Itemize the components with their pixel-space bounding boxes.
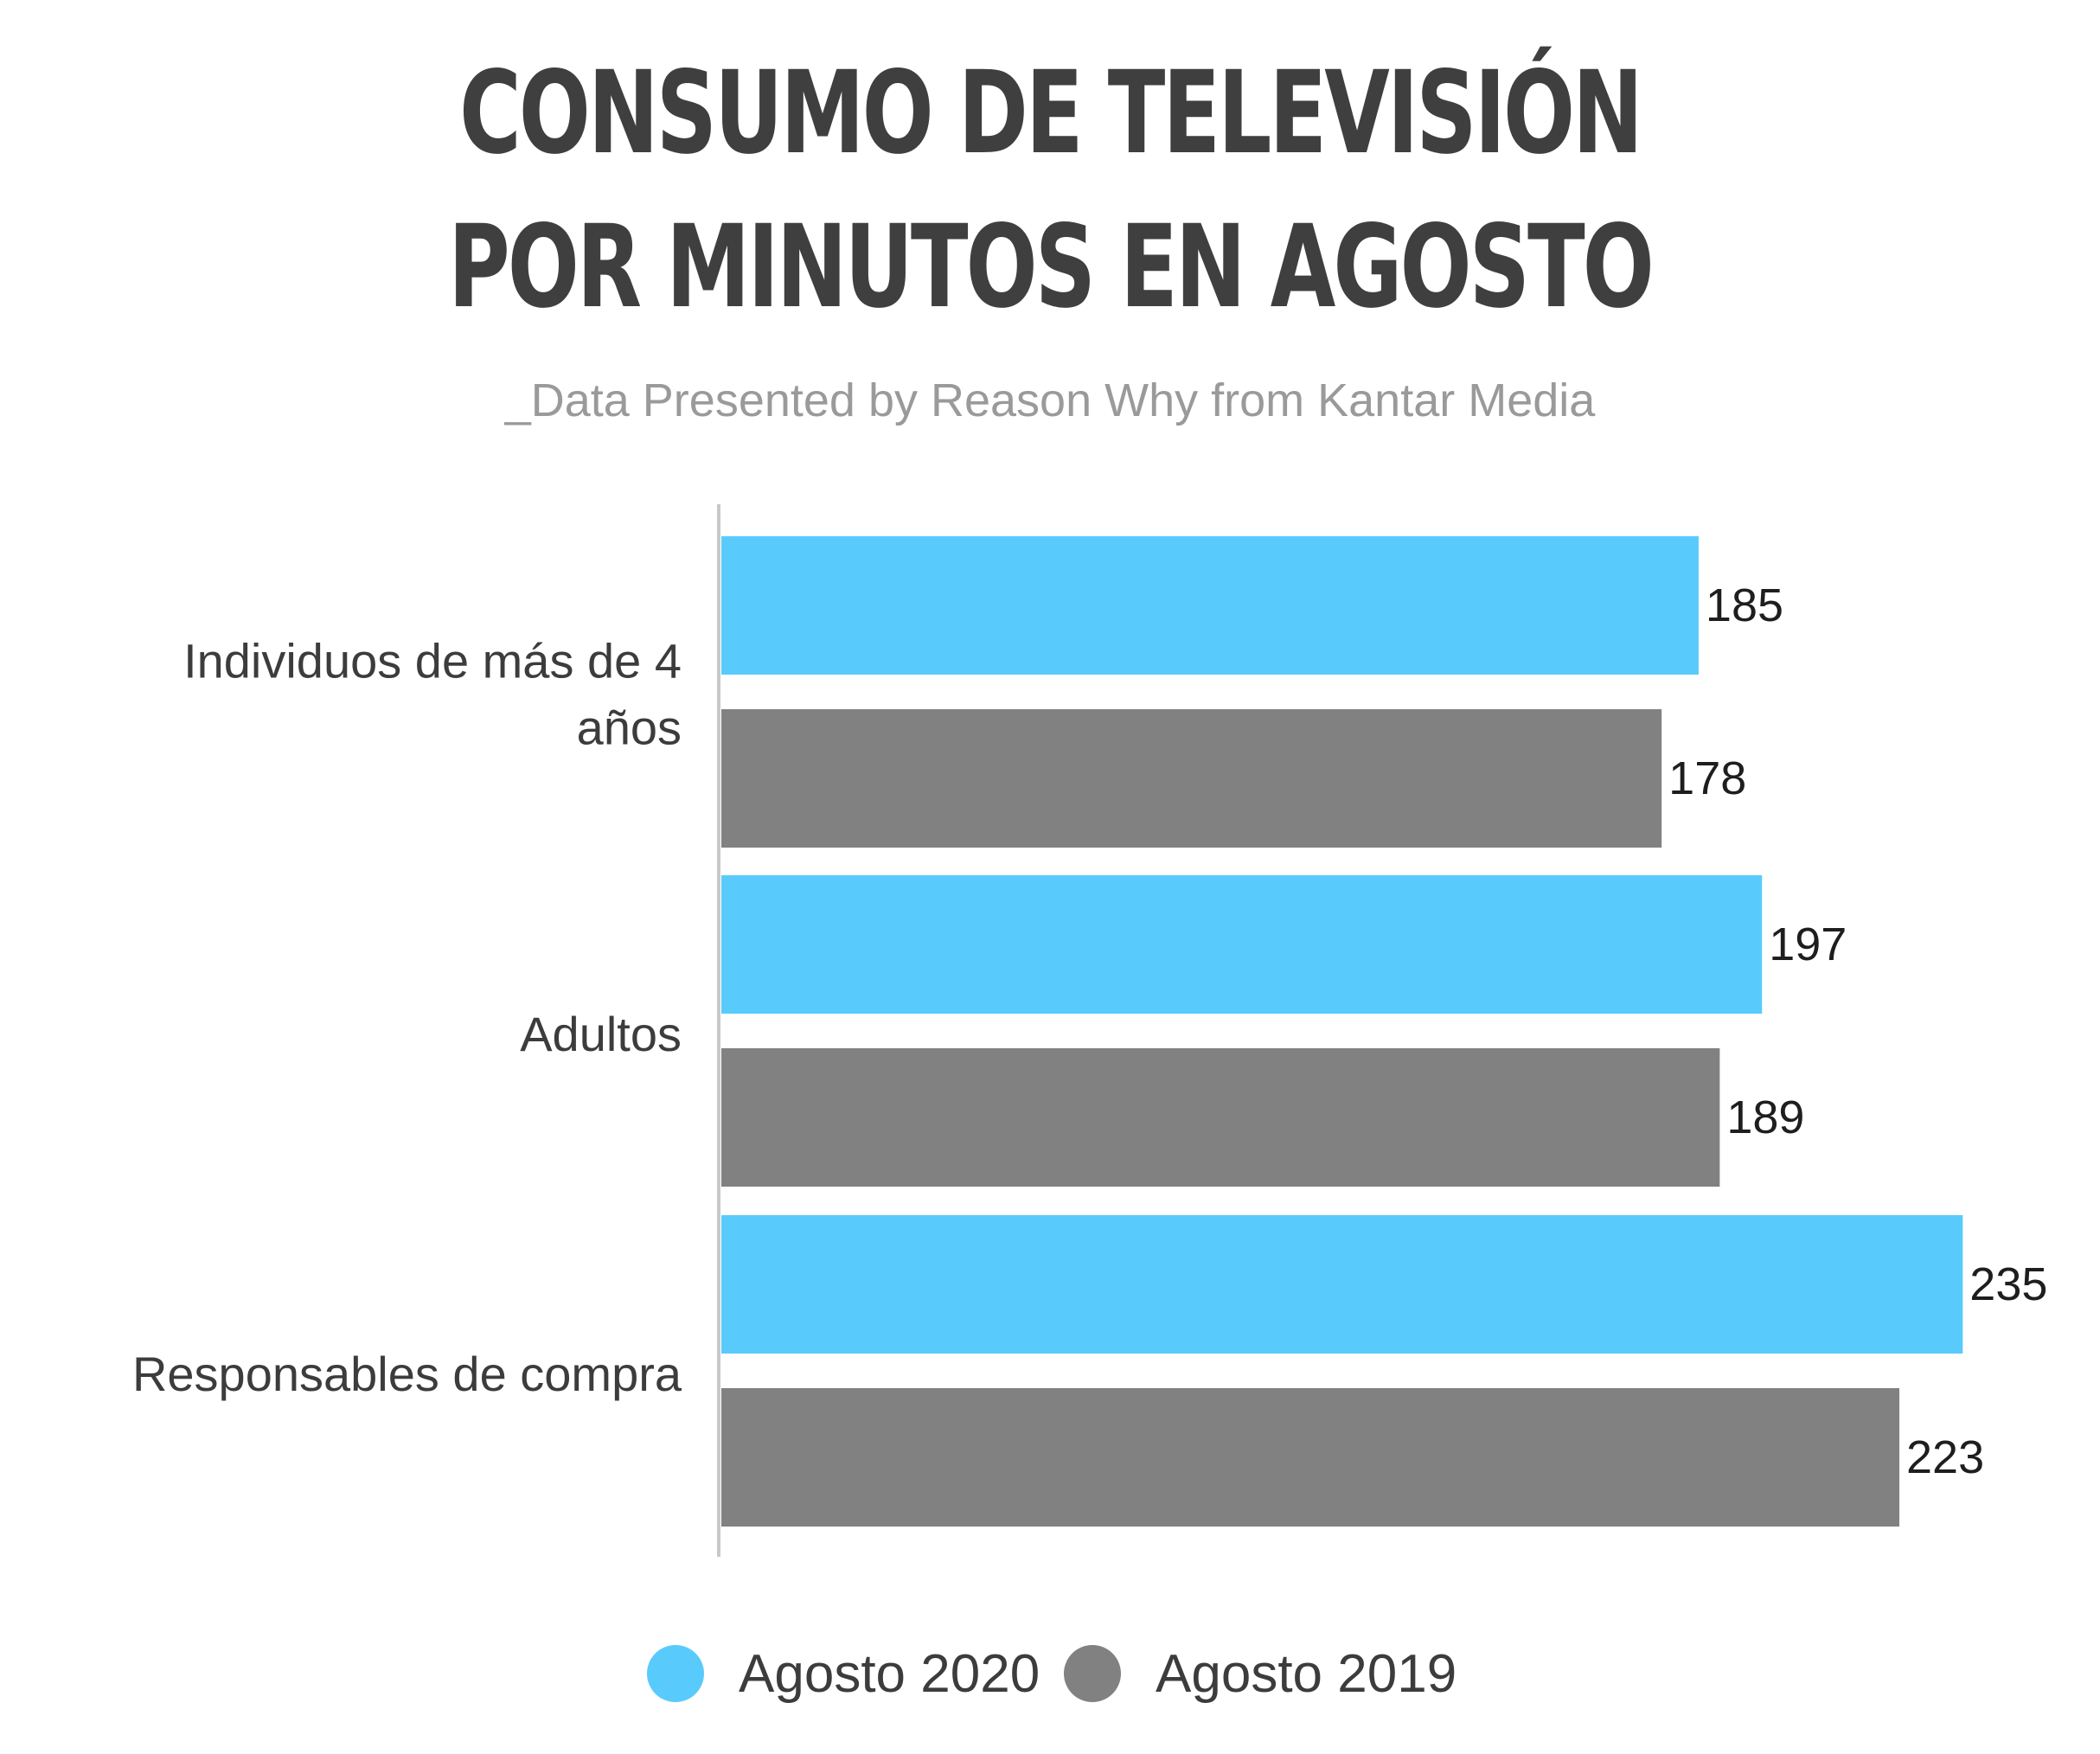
bar-agosto-2020-2 [721, 1215, 1963, 1354]
data-label-agosto-2019-2: 223 [1906, 1431, 1984, 1483]
chart-subtitle: _Data Presented by Reason Why from Kanta… [504, 374, 1596, 426]
category-label-0-line-1: años [577, 701, 682, 755]
bar-agosto-2020-1 [721, 875, 1763, 1014]
bar-chart: 185 197 235 178 189 223 Individuos de más de 4… [132, 504, 2047, 1557]
category-label-0-line-0: Individuos de más de 4 [183, 634, 682, 688]
data-label-agosto-2020-1: 197 [1769, 919, 1847, 970]
data-label-agosto-2020-0: 185 [1706, 579, 1783, 631]
chart-title-line-1: CONSUMO DE TELEVISIÓN [459, 47, 1643, 180]
legend-swatch-agosto-2019 [1064, 1645, 1121, 1702]
chart-legend: Agosto 2020 Agosto 2019 [0, 1639, 2100, 1708]
data-label-agosto-2020-2: 235 [1969, 1258, 2047, 1310]
category-label-2-line-0: Responsables de compra [132, 1347, 682, 1401]
chart-title-line-2: POR MINUTOS EN AGOSTO [448, 201, 1655, 334]
bar-agosto-2019-0 [721, 709, 1662, 848]
legend-label-agosto-2019: Agosto 2019 [1156, 1643, 1457, 1704]
data-label-agosto-2019-0: 178 [1668, 752, 1746, 804]
legend-label-agosto-2020: Agosto 2020 [739, 1643, 1040, 1704]
bar-agosto-2019-2 [721, 1388, 1900, 1527]
legend-item-agosto-2020: Agosto 2020 [647, 1639, 1040, 1708]
legend-swatch-agosto-2020 [647, 1645, 704, 1702]
data-label-agosto-2019-1: 189 [1726, 1091, 1804, 1143]
bar-agosto-2020-0 [721, 536, 1699, 675]
legend-item-agosto-2019: Agosto 2019 [1064, 1639, 1457, 1708]
bar-agosto-2019-1 [721, 1048, 1720, 1187]
category-label-1-line-0: Adultos [520, 1007, 682, 1061]
